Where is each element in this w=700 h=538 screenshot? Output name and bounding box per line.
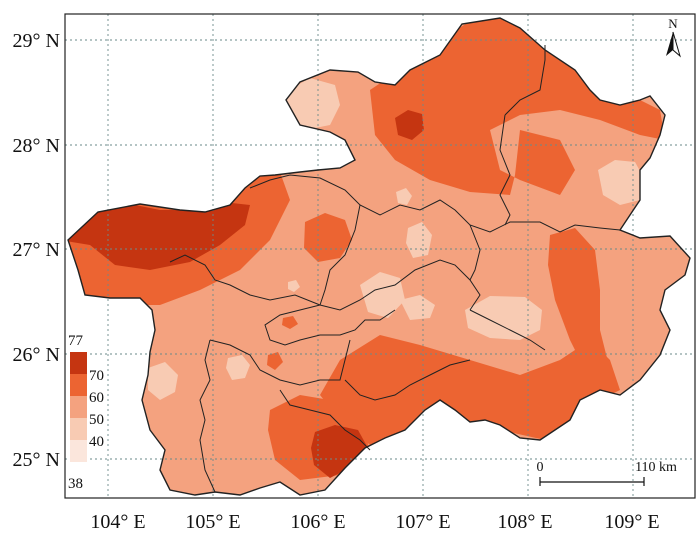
y-tick-label: 28° N bbox=[13, 135, 60, 157]
contour-band-60-70 bbox=[304, 213, 352, 262]
contour-band-40-50 bbox=[360, 272, 405, 318]
north-arrow: N bbox=[666, 16, 681, 58]
scale-bar: 0 110 km bbox=[537, 460, 677, 486]
legend-level-label: 50 bbox=[89, 412, 104, 428]
contour-band-40-50 bbox=[465, 296, 542, 340]
contour-band-70-77 bbox=[395, 110, 424, 140]
contour-band-60-70 bbox=[370, 18, 665, 195]
legend-swatch-50-60 bbox=[70, 396, 87, 418]
y-tick-label: 27° N bbox=[13, 239, 60, 261]
contour-band-60-70 bbox=[320, 335, 620, 445]
prefecture-boundary bbox=[344, 359, 471, 401]
contour-band-40-50 bbox=[598, 160, 645, 205]
prefecture-boundary bbox=[504, 45, 546, 116]
contour-band-40-50 bbox=[400, 295, 435, 320]
prefecture-boundaries bbox=[169, 45, 621, 493]
legend-max-label: 77 bbox=[68, 333, 84, 349]
y-tick-label: 25° N bbox=[13, 449, 60, 471]
contour-band-40-50 bbox=[148, 362, 178, 400]
legend-swatch-40-50 bbox=[70, 418, 87, 440]
map-frame bbox=[64, 13, 696, 499]
legend-level-label: 60 bbox=[89, 390, 104, 406]
prefecture-boundary bbox=[319, 204, 361, 306]
contour-band-40-50 bbox=[226, 355, 250, 380]
x-tick-label: 109° E bbox=[604, 511, 659, 533]
x-tick-label: 105° E bbox=[185, 511, 240, 533]
x-tick-label: 107° E bbox=[395, 511, 450, 533]
prefecture-boundary bbox=[319, 259, 481, 311]
legend-swatch-38-40 bbox=[70, 440, 87, 462]
y-tick-label: 26° N bbox=[13, 344, 60, 366]
prefecture-boundary bbox=[199, 339, 216, 493]
contour-band-60-70 bbox=[548, 228, 610, 380]
legend-swatch-70-77 bbox=[70, 352, 87, 374]
contour-band-40-50 bbox=[288, 280, 300, 292]
x-tick-label: 104° E bbox=[90, 511, 145, 533]
x-tick-label: 106° E bbox=[290, 511, 345, 533]
prefecture-boundary bbox=[279, 389, 371, 451]
north-arrow-icon bbox=[666, 32, 673, 56]
prefecture-boundary bbox=[469, 309, 546, 351]
scale-end-label: 110 km bbox=[635, 460, 677, 475]
legend-min-label: 38 bbox=[68, 476, 83, 492]
north-arrow-icon-half bbox=[672, 31, 681, 58]
north-arrow-label: N bbox=[668, 16, 678, 31]
contour-band-70-77 bbox=[68, 200, 250, 270]
graticule bbox=[65, 14, 695, 498]
legend: 77 70 60 50 40 38 bbox=[68, 333, 104, 492]
scale-start-label: 0 bbox=[537, 460, 544, 475]
contour-band-60-70 bbox=[282, 316, 298, 329]
prefecture-boundary bbox=[469, 224, 481, 281]
contour-band-40-50 bbox=[396, 188, 412, 205]
x-tick-label: 108° E bbox=[497, 511, 552, 533]
legend-level-label: 70 bbox=[89, 368, 104, 384]
prefecture-boundary bbox=[209, 339, 351, 386]
prefecture-boundary bbox=[264, 304, 396, 346]
y-axis-labels: 29° N 28° N 27° N 26° N 25° N bbox=[13, 30, 60, 471]
legend-swatch-60-70 bbox=[70, 374, 87, 396]
x-axis-labels: 104° E 105° E 106° E 107° E 108° E 109° … bbox=[90, 511, 659, 533]
prefecture-boundary bbox=[169, 254, 321, 306]
contour-band-60-70 bbox=[267, 352, 283, 370]
contour-fill-layer bbox=[68, 18, 690, 495]
prefecture-boundary bbox=[249, 174, 621, 233]
legend-level-label: 40 bbox=[89, 434, 104, 450]
prefecture-boundary bbox=[499, 114, 511, 226]
y-tick-label: 29° N bbox=[13, 30, 60, 52]
